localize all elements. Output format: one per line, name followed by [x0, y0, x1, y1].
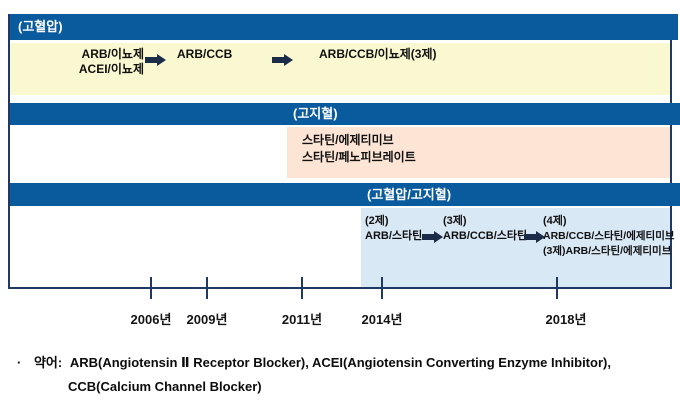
therapy-step-line: ARB/이뇨제 [81, 47, 144, 61]
step-count-label: (3제) [443, 215, 467, 227]
combined-band: (2제) ARB/스타틴 (3제) ARB/CCB/스타틴 (4제) ARB/C… [10, 208, 675, 289]
hypertension-band: ARB/이뇨제 ACEI/이뇨제 ARB/CCB ARB/CCB/이뇨제(3제) [10, 43, 670, 95]
footnote-label: 약어: [33, 355, 63, 370]
footnote-line-1: · 약어: ARB(Angiotensin Ⅱ Receptor Blocker… [17, 352, 611, 371]
therapy-step-line: ACEI/이뇨제 [78, 62, 144, 76]
therapy-step-dual: ARB/이뇨제 ACEI/이뇨제 [62, 47, 144, 77]
therapy-step: ARB/CCB [177, 47, 233, 61]
combined-header-bar: (고혈압/고지혈) [10, 183, 680, 206]
footnote-bullet: · [17, 355, 22, 370]
flow-arrow-icon [272, 54, 293, 66]
timeline-tick [301, 277, 303, 299]
frame-border-left [8, 14, 10, 289]
timeline-year-label: 2009년 [186, 312, 228, 327]
therapy-step: ARB/CCB/스타틴 [443, 230, 528, 242]
therapy-step-line: 스타틴/페노피브레이트 [302, 150, 416, 164]
combined-highlight [361, 208, 670, 289]
flow-arrow-icon [422, 231, 443, 243]
timeline-tick [206, 277, 208, 299]
timeline-year-label: 2014년 [361, 312, 403, 327]
dyslipidemia-header-bar: (고지혈) [10, 103, 680, 125]
timeline-year-label: 2018년 [545, 312, 587, 327]
hypertension-header-label: (고혈압) [18, 19, 63, 34]
timeline-year-label: 2011년 [281, 312, 323, 327]
footnote-text: ARB(Angiotensin Ⅱ Receptor Blocker), ACE… [69, 355, 611, 370]
flow-arrow-icon [524, 231, 545, 243]
therapy-step: ARB/스타틴 [365, 230, 423, 242]
timeline-tick [556, 277, 558, 299]
hypertension-header-bar: (고혈압) [10, 14, 678, 40]
dyslipidemia-highlight [287, 127, 670, 178]
therapy-step: ARB/CCB/이뇨제(3제) [319, 47, 437, 61]
dyslipidemia-band: 스타틴/에제티미브 스타틴/페노피브레이트 [10, 127, 670, 178]
footnote-line-2: CCB(Calcium Channel Blocker) [68, 379, 262, 394]
flow-arrow-icon [145, 54, 166, 66]
combined-header-label: (고혈압/고지혈) [367, 187, 452, 202]
timeline-tick [381, 277, 383, 299]
dyslipidemia-header-label: (고지혈) [293, 106, 338, 121]
step-count-label: (2제) [365, 215, 389, 227]
therapy-step: ARB/CCB/스타틴/에제티미브 [543, 230, 675, 242]
footnote-text: CCB(Calcium Channel Blocker) [68, 379, 262, 394]
frame-border-right [670, 14, 672, 289]
timeline-axis [8, 287, 672, 289]
therapy-step: (3제)ARB/스타틴/에제티미브 [543, 245, 672, 257]
timeline-tick [150, 277, 152, 299]
therapy-step-line: 스타틴/에제티미브 [302, 133, 394, 147]
step-count-label: (4제) [543, 215, 567, 227]
timeline-year-label: 2006년 [130, 312, 172, 327]
therapy-step-dual: 스타틴/에제티미브 스타틴/페노피브레이트 [302, 132, 416, 166]
